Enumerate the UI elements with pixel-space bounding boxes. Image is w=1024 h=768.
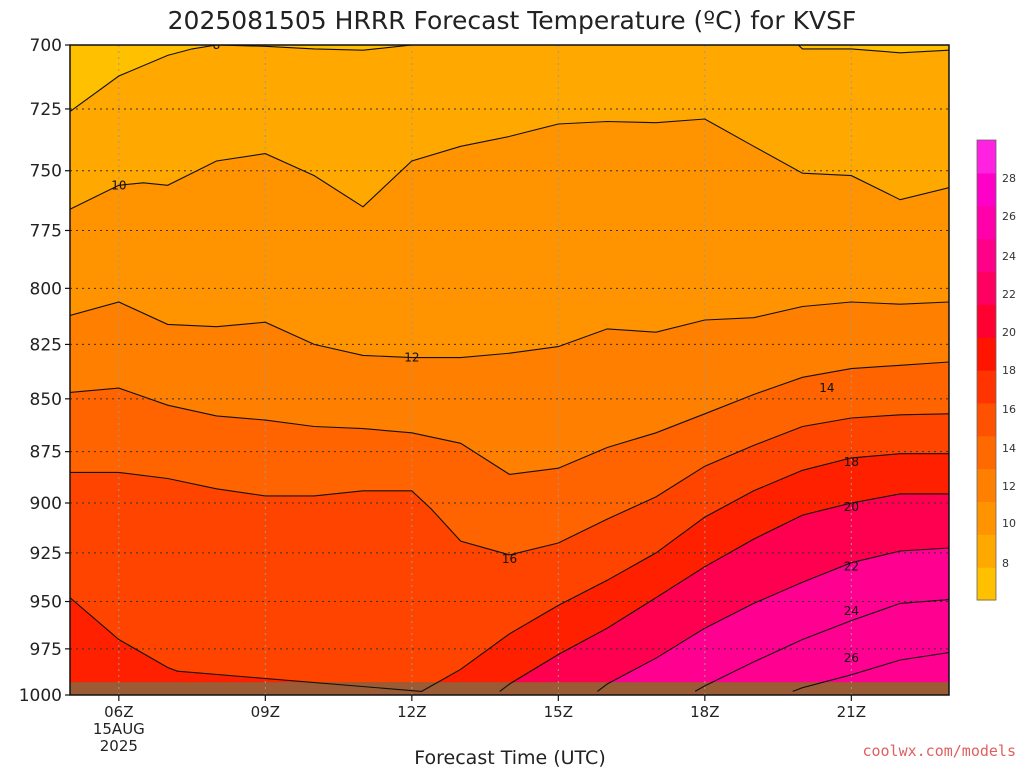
- y-tick-label-725: 725: [30, 100, 62, 120]
- colorbar-label-20: 20: [1002, 326, 1016, 339]
- isotherm-label-12: 12: [404, 351, 419, 365]
- y-tick-label-1000: 1000: [19, 686, 62, 706]
- isotherm-label-22: 22: [844, 560, 859, 574]
- y-tick-label-850: 850: [30, 390, 62, 410]
- isotherm-16: [70, 413, 949, 556]
- x-tick-date-label: 15AUG: [93, 720, 145, 738]
- isotherm-label-16: 16: [502, 552, 517, 566]
- colorbar-label-16: 16: [1002, 403, 1016, 416]
- colorbar-swatch: [977, 370, 996, 404]
- credit-text: coolwx.com/models: [862, 742, 1016, 760]
- y-tick-label-900: 900: [30, 494, 62, 514]
- y-tick-label-975: 975: [30, 640, 62, 660]
- ground-strip: [70, 682, 949, 695]
- x-tick-label-09Z: 09Z: [251, 703, 280, 721]
- grid: [70, 45, 949, 695]
- x-tick-label-12Z: 12Z: [397, 703, 426, 721]
- x-axis-title: Forecast Time (UTC): [414, 747, 605, 768]
- y-tick-label-925: 925: [30, 544, 62, 564]
- colorbar-swatch: [977, 435, 996, 470]
- colorbar-label-8: 8: [1002, 557, 1009, 570]
- isotherm-12: [70, 301, 949, 359]
- y-tick-label-775: 775: [30, 221, 62, 241]
- isotherm-26: [792, 652, 949, 692]
- isotherm-8: [70, 45, 949, 112]
- y-tick-label-875: 875: [30, 443, 62, 463]
- colorbar-swatch: [977, 402, 996, 437]
- isotherm-24: [694, 599, 949, 692]
- colorbar-swatch: [977, 337, 996, 371]
- isotherm-18: [70, 453, 949, 692]
- isotherm-14: [70, 361, 949, 475]
- colorbar-swatch: [977, 501, 996, 535]
- colorbar-swatch: [977, 238, 996, 273]
- colorbar-label-26: 26: [1002, 210, 1016, 223]
- plot-frame: [69, 44, 950, 696]
- colorbar-label-18: 18: [1002, 364, 1016, 377]
- x-tick-label-21Z: 21Z: [837, 703, 866, 721]
- colorbar-label-12: 12: [1002, 480, 1016, 493]
- isotherm-22: [597, 547, 949, 692]
- colorbar-swatch: [977, 205, 996, 240]
- colorbar-swatch: [977, 468, 996, 503]
- y-tick-label-800: 800: [30, 279, 62, 299]
- x-tick-label-06Z: 06Z: [104, 703, 133, 721]
- colorbar-label-24: 24: [1002, 250, 1016, 263]
- isotherm-label-24: 24: [844, 604, 859, 618]
- isotherm-label-26: 26: [844, 651, 859, 665]
- isotherm-label-8: 8: [213, 38, 221, 52]
- x-tick-label-15Z: 15Z: [544, 703, 573, 721]
- colorbar-swatch: [977, 271, 996, 305]
- y-axis: 700 725 750 775 800 825 850 875 900 925 950 975 1000: [19, 36, 70, 706]
- chart-title: 2025081505 HRRR Forecast Temperature (ºC…: [168, 6, 857, 35]
- colorbar-label-14: 14: [1002, 442, 1016, 455]
- isotherm-label-14: 14: [819, 381, 834, 395]
- isotherm-20: [499, 493, 949, 692]
- isotherm-label-18: 18: [844, 455, 859, 469]
- colorbar-label-22: 22: [1002, 288, 1016, 301]
- isotherm-label-10: 10: [111, 178, 126, 192]
- colorbar-frame: [976, 139, 997, 601]
- plot-area: [70, 45, 949, 695]
- colorbar-label-10: 10: [1002, 517, 1016, 530]
- isotherm-10: [70, 118, 949, 210]
- colorbar-label-28: 28: [1002, 172, 1016, 185]
- y-tick-label-950: 950: [30, 593, 62, 613]
- y-tick-label-700: 700: [30, 36, 62, 56]
- colorbar: 8 10 12 14 16 18 20 22 24 26 28: [976, 139, 1016, 601]
- x-tick-label-18Z: 18Z: [690, 703, 719, 721]
- colorbar-swatch: [977, 304, 996, 338]
- colorbar-swatch: [977, 172, 996, 207]
- colorbar-swatch: [977, 567, 996, 601]
- colorbar-swatch: [977, 534, 996, 568]
- isotherm-lines: 8 10 12 14 16 18 20 22 24 26: [70, 38, 949, 692]
- y-tick-label-750: 750: [30, 162, 62, 182]
- isotherm-label-20: 20: [844, 500, 859, 514]
- x-tick-year-label: 2025: [100, 737, 138, 755]
- y-tick-label-825: 825: [30, 335, 62, 355]
- colorbar-swatch: [977, 140, 996, 174]
